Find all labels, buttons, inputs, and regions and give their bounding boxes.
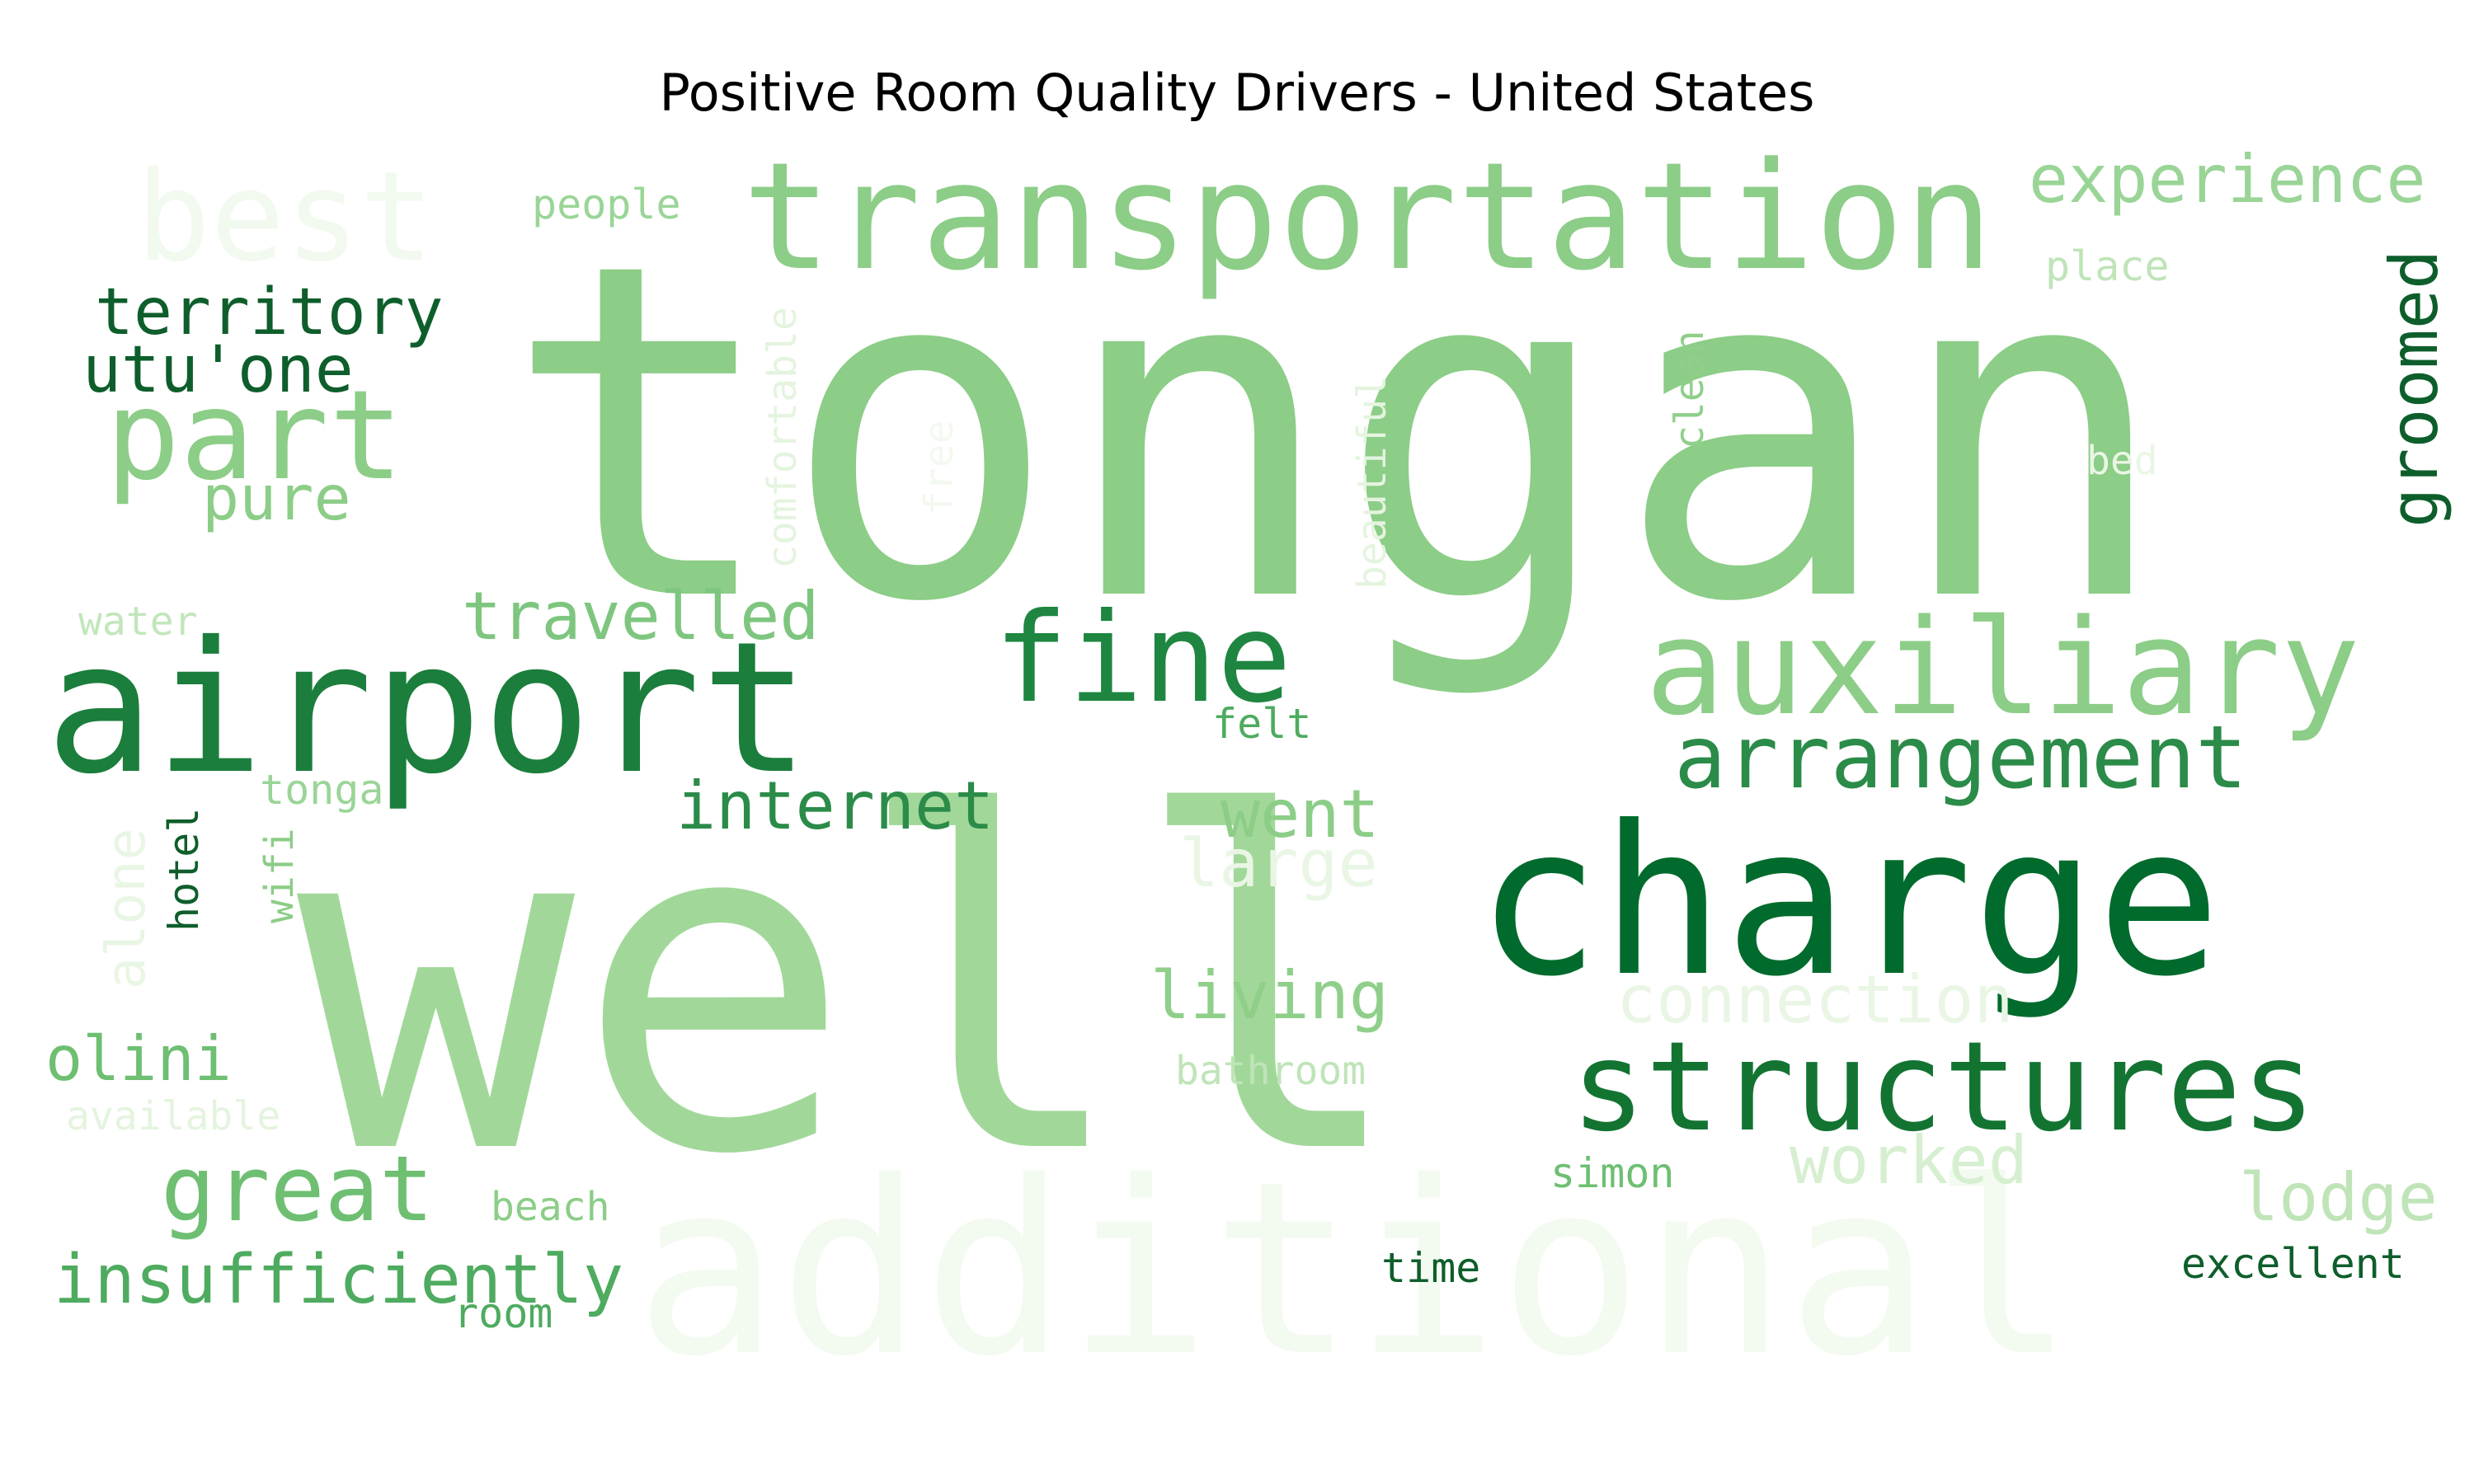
word-internet: internet [676,768,994,844]
word-simon: simon [1550,1149,1675,1197]
word-place: place [2045,242,2170,290]
word-auxiliary: auxiliary [1645,590,2360,744]
word-beautiful: beautiful [1349,375,1395,589]
word-time: time [1381,1244,1480,1292]
word-tonga: tonga [260,766,384,814]
word-best: best [136,146,434,289]
word-water: water [78,599,198,645]
chart-title: Positive Room Quality Drivers - United S… [659,63,1815,123]
word-airport: airport [45,603,810,814]
word-utu-one: utu'one [82,333,354,407]
word-beach: beach [491,1184,610,1230]
word-room: room [454,1289,553,1337]
word-arrangement: arrangement [1674,707,2247,808]
word-available: available [66,1093,280,1139]
word-hotel: hotel [160,807,208,932]
word-experience: experience [2029,141,2426,218]
word-lodge: lodge [2239,1159,2438,1236]
word-insufficiently: insufficiently [54,1241,623,1319]
word-well: well [297,718,1409,1256]
word-felt: felt [1212,700,1311,748]
word-groomed: groomed [2376,250,2453,528]
word-pure: pure [202,462,351,534]
word-travelled: travelled [462,578,819,655]
word-wifi: wifi [256,828,303,923]
word-tongan: tongan [503,166,2171,703]
word-went: went [1221,776,1380,852]
word-olini: olini [45,1022,232,1095]
word-part: part [106,364,403,508]
word-bathroom: bathroom [1175,1048,1366,1094]
word-worked: worked [1790,1122,2028,1199]
word-clean: clean [1667,331,1713,450]
word-great: great [161,1136,434,1242]
word-comfortable: comfortable [760,307,806,569]
word-free: free [916,420,962,515]
word-large: large [1179,825,1378,902]
word-bed: bed [2086,438,2158,484]
word-alone: alone [96,828,158,989]
word-additional: additional [635,1131,2075,1409]
word-fine: fine [994,587,1291,730]
word-living: living [1150,957,1389,1034]
word-charge: charge [1476,782,2221,1021]
word-territory: territory [95,275,444,350]
word-people: people [532,181,681,228]
word-structures: structures [1571,1016,2316,1159]
word-connection: connection [1616,961,2014,1038]
word-transportation: transportation [742,131,1993,303]
word-excellent: excellent [2181,1240,2405,1288]
